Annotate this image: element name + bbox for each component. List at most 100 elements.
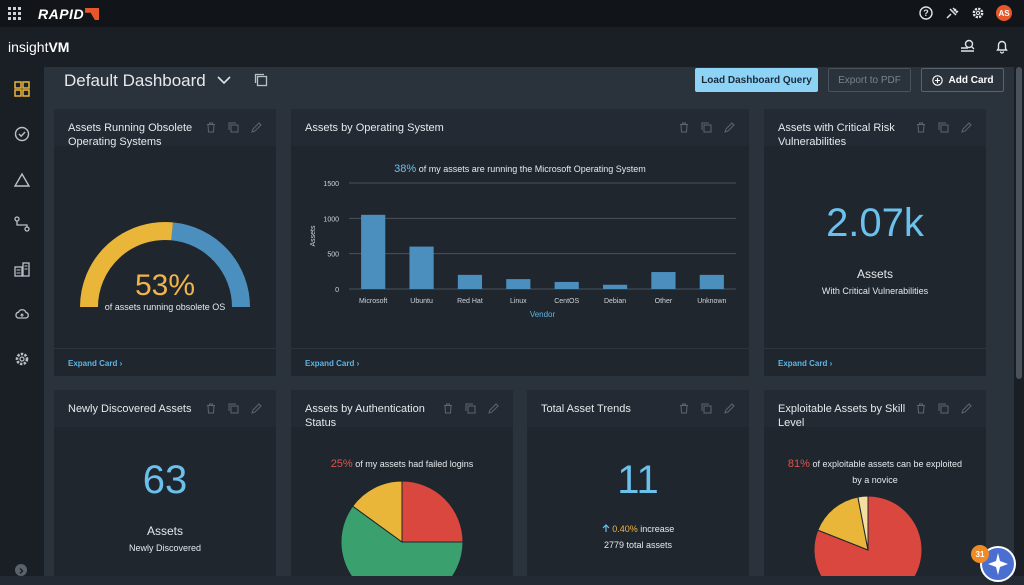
gauge-filled-arc — [80, 222, 173, 308]
expand-card-link[interactable]: Expand Card › — [778, 359, 833, 368]
x-tick-label: Ubuntu — [410, 298, 433, 305]
scrollbar-thumb[interactable] — [1016, 67, 1022, 379]
add-card-button[interactable]: Add Card — [921, 68, 1004, 92]
help-icon[interactable]: ? — [918, 5, 934, 21]
y-axis-label: Assets — [310, 225, 317, 247]
plugin-icon[interactable] — [944, 5, 960, 21]
exploit-caption: 81% of exploitable assets can be exploit… — [787, 458, 963, 485]
pie-slice — [857, 495, 869, 551]
rapid7-logo[interactable]: RAPID — [38, 6, 100, 22]
y-tick-label: 0 — [335, 287, 339, 294]
exploit-pie-chart — [814, 495, 923, 576]
copy-dashboard-icon[interactable] — [254, 73, 268, 92]
settings-gear-icon[interactable] — [13, 350, 31, 368]
bar-linux — [506, 279, 531, 289]
sidebar-collapse-icon[interactable] — [15, 564, 27, 576]
bar-centos — [554, 281, 579, 289]
scrollbar[interactable] — [1014, 67, 1024, 576]
pie-slice — [351, 480, 403, 543]
pie-slice — [401, 480, 464, 543]
edit-pencil-icon[interactable] — [724, 122, 735, 133]
card-exploitable-skill: Exploitable Assets by Skill Level 81% of … — [764, 390, 986, 576]
top-bar: RAPID ? AS — [0, 0, 1024, 27]
load-dashboard-query-button[interactable]: Load Dashboard Query — [695, 68, 818, 92]
trash-icon[interactable] — [443, 403, 453, 414]
pie-slice — [340, 505, 464, 576]
gauge-chart — [80, 222, 250, 308]
bar-other — [651, 272, 676, 289]
x-axis-label: Vendor — [530, 310, 556, 319]
sidebar — [0, 67, 44, 576]
critical-sublabel: With Critical Vulnerabilities — [821, 286, 929, 296]
copy-icon[interactable] — [465, 403, 476, 414]
assets-icon[interactable] — [13, 260, 31, 278]
trash-icon[interactable] — [206, 403, 216, 414]
dashboard-title: Default Dashboard — [64, 71, 206, 90]
trash-icon[interactable] — [679, 403, 689, 414]
os-bar-chart: 1500 1000 500 0 Assets Microsoft Ubuntu Red Hat… — [310, 181, 736, 319]
obsolete-percent: 53% — [134, 269, 196, 302]
newly-label: Assets — [146, 524, 183, 538]
y-tick-label: 500 — [327, 252, 339, 259]
copy-icon[interactable] — [228, 403, 239, 414]
bar-microsoft — [361, 214, 386, 289]
expand-card-link[interactable]: Expand Card › — [68, 359, 123, 368]
card-title: Assets by Authentication Status — [305, 403, 425, 429]
card-total-asset-trends: Total Asset Trends 11 0.40% increase 277… — [527, 390, 749, 576]
warning-triangle-icon[interactable] — [13, 171, 31, 189]
card-title: Assets by Operating System — [305, 122, 444, 134]
dashboard-icon[interactable] — [13, 80, 31, 98]
notification-badge[interactable]: 31 — [971, 545, 989, 563]
auth-pie-chart — [340, 480, 464, 576]
check-circle-icon[interactable] — [13, 125, 31, 143]
card-assets-by-os: Assets by Operating System 38% of my ass… — [291, 109, 749, 376]
copy-icon[interactable] — [938, 122, 949, 133]
dashboard-main: Default Dashboard Load Dashboard Query E… — [44, 67, 1014, 576]
scan-search-icon[interactable] — [960, 38, 976, 54]
edit-pencil-icon[interactable] — [724, 403, 735, 414]
copy-icon[interactable] — [701, 122, 712, 133]
user-avatar[interactable]: AS — [996, 5, 1012, 21]
copy-icon[interactable] — [701, 403, 712, 414]
chevron-down-icon[interactable] — [216, 73, 232, 92]
product-bar: insightVM — [0, 27, 1024, 67]
bar-debian — [602, 284, 628, 289]
edit-pencil-icon[interactable] — [251, 122, 262, 133]
route-icon[interactable] — [13, 215, 31, 233]
cloud-icon[interactable] — [13, 305, 31, 323]
pie-slice — [817, 496, 869, 551]
edit-pencil-icon[interactable] — [251, 403, 262, 414]
y-tick-label: 1000 — [323, 216, 339, 223]
expand-card-link[interactable]: Expand Card › — [305, 359, 360, 368]
edit-pencil-icon[interactable] — [961, 122, 972, 133]
card-title: Assets Running Obsolete Operating Systems — [68, 122, 193, 148]
copy-icon[interactable] — [938, 403, 949, 414]
critical-label: Assets — [856, 267, 893, 281]
apps-grid-icon[interactable] — [8, 7, 21, 20]
edit-pencil-icon[interactable] — [961, 403, 972, 414]
gear-icon[interactable] — [970, 5, 986, 21]
export-pdf-button[interactable]: Export to PDF — [828, 68, 911, 92]
plus-circle-icon — [931, 74, 943, 86]
auth-caption: 25% of my assets had failed logins — [330, 458, 474, 470]
copy-icon[interactable] — [228, 122, 239, 133]
card-newly-discovered: Newly Discovered Assets 63 Assets Newly … — [54, 390, 276, 576]
product-name[interactable]: insightVM — [8, 39, 70, 55]
card-critical-risk: Assets with Critical Risk Vulnerabilities… — [764, 109, 986, 376]
x-tick-label: Other — [655, 298, 673, 305]
bar-red-hat — [457, 274, 483, 289]
trash-icon[interactable] — [916, 122, 926, 133]
gauge-remaining-arc — [170, 222, 250, 308]
trash-icon[interactable] — [916, 403, 926, 414]
card-authentication-status: Assets by Authentication Status 25% of my… — [291, 390, 513, 576]
critical-value: 2.07k — [826, 201, 924, 245]
svg-text:?: ? — [923, 8, 929, 18]
trash-icon[interactable] — [206, 122, 216, 133]
card-title: Newly Discovered Assets — [68, 403, 192, 415]
bell-icon[interactable] — [994, 38, 1010, 54]
trash-icon[interactable] — [679, 122, 689, 133]
card-title: Assets with Critical Risk Vulnerabilities — [778, 122, 895, 148]
os-caption: 38% of my assets are running the Microso… — [394, 163, 646, 175]
arrow-up-icon — [602, 524, 610, 532]
edit-pencil-icon[interactable] — [488, 403, 499, 414]
